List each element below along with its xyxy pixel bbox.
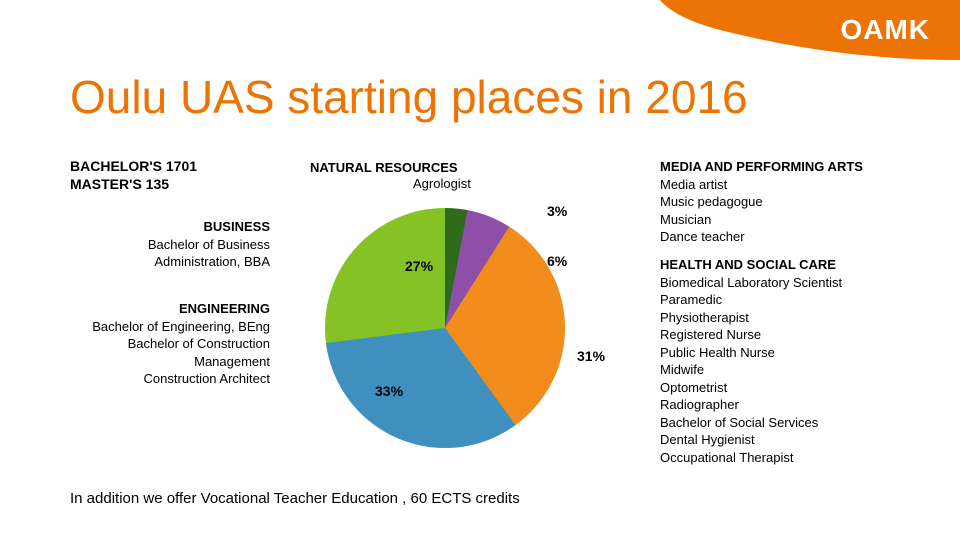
health-block: HEALTH AND SOCIAL CARE Biomedical Labora… — [660, 256, 950, 467]
media-heading: MEDIA AND PERFORMING ARTS — [660, 158, 930, 176]
health-line: Optometrist — [660, 379, 950, 397]
media-line: Music pedagogue — [660, 193, 930, 211]
engineering-heading: ENGINEERING — [70, 300, 270, 318]
slide: OAMK Oulu UAS starting places in 2016 BA… — [0, 0, 960, 540]
masters-count: MASTER'S 135 — [70, 176, 169, 192]
pie-label: 6% — [547, 253, 567, 269]
pie-label: 3% — [547, 203, 567, 219]
business-line: Administration, BBA — [70, 253, 270, 271]
health-line: Biomedical Laboratory Scientist — [660, 274, 950, 292]
health-line: Midwife — [660, 361, 950, 379]
health-line: Paramedic — [660, 291, 950, 309]
health-line: Physiotherapist — [660, 309, 950, 327]
pie-label: 31% — [577, 348, 605, 364]
pie-chart: 3% 6% 31% 33% 27% — [325, 208, 565, 448]
bachelors-count: BACHELOR'S 1701 — [70, 158, 197, 174]
business-block: BUSINESS Bachelor of Business Administra… — [70, 218, 270, 271]
health-line: Public Health Nurse — [660, 344, 950, 362]
media-block: MEDIA AND PERFORMING ARTS Media artist M… — [660, 158, 930, 246]
media-line: Musician — [660, 211, 930, 229]
natural-heading: NATURAL RESOURCES — [310, 160, 458, 175]
health-line: Bachelor of Social Services — [660, 414, 950, 432]
health-line: Radiographer — [660, 396, 950, 414]
engineering-line: Management — [70, 353, 270, 371]
brand-logo-text: OAMK — [840, 14, 930, 46]
media-line: Media artist — [660, 176, 930, 194]
health-heading: HEALTH AND SOCIAL CARE — [660, 256, 950, 274]
health-line: Dental Hygienist — [660, 431, 950, 449]
footer-note: In addition we offer Vocational Teacher … — [70, 490, 520, 507]
business-heading: BUSINESS — [70, 218, 270, 236]
engineering-line: Bachelor of Engineering, BEng — [70, 318, 270, 336]
brand-header: OAMK — [660, 0, 960, 60]
natural-sub: Agrologist — [413, 176, 471, 191]
engineering-line: Bachelor of Construction — [70, 335, 270, 353]
business-line: Bachelor of Business — [70, 236, 270, 254]
page-title: Oulu UAS starting places in 2016 — [70, 70, 748, 124]
health-line: Occupational Therapist — [660, 449, 950, 467]
engineering-block: ENGINEERING Bachelor of Engineering, BEn… — [70, 300, 270, 388]
pie-label: 33% — [375, 383, 403, 399]
pie-circle — [325, 208, 565, 448]
health-line: Registered Nurse — [660, 326, 950, 344]
pie-label: 27% — [405, 258, 433, 274]
media-line: Dance teacher — [660, 228, 930, 246]
engineering-line: Construction Architect — [70, 370, 270, 388]
